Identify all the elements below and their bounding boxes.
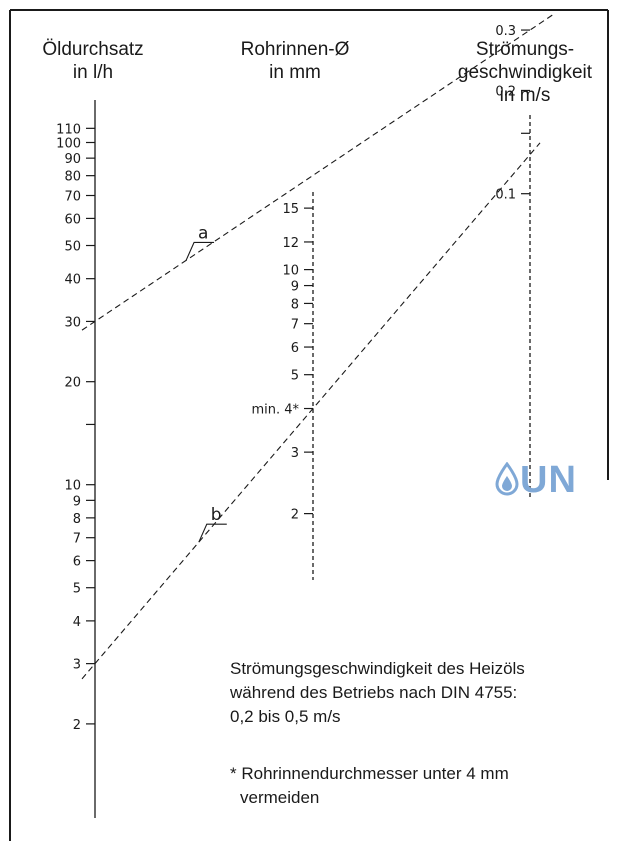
oil-flow-tick-label: 110 <box>56 122 81 137</box>
example-line-a <box>81 12 556 331</box>
pipe-diameter-tick-label: 9 <box>291 280 299 295</box>
header-oil-flow-line1: Öldurchsatz <box>42 39 144 60</box>
oil-flow-tick-label: 40 <box>64 273 81 288</box>
example-label-text: b <box>211 505 222 525</box>
pipe-diameter-tick-label: 12 <box>282 236 299 251</box>
watermark-text: UN <box>520 459 577 501</box>
header-oil-flow: Öldurchsatz in l/h <box>28 38 158 84</box>
pipe-diameter-tick-label: 8 <box>291 297 299 312</box>
leader-hook <box>185 241 215 261</box>
oil-flow-tick-label: 60 <box>64 212 81 227</box>
pipe-diameter-tick-label: 15 <box>282 202 299 217</box>
oil-flow-tick-label: 50 <box>64 240 81 255</box>
example-line-b <box>81 142 541 680</box>
pipe-diameter-tick-label: 5 <box>291 369 299 384</box>
oil-flow-tick-label: 2 <box>73 718 81 733</box>
pipe-diameter-tick-label: 6 <box>291 341 299 356</box>
watermark-logo: UN <box>494 459 577 502</box>
oil-flow-tick-label: 30 <box>64 315 81 330</box>
pipe-diameter-tick-label: 2 <box>291 508 299 523</box>
flow-velocity-scale: 0.10.20.30.40.5 <box>495 24 531 500</box>
oil-flow-tick-label: 9 <box>73 494 81 509</box>
example-label-text: a <box>198 223 208 243</box>
oil-flow-tick-label: 7 <box>73 532 81 547</box>
flow-velocity-tick-label: 0.2 <box>495 84 516 99</box>
header-pipe-diameter: Rohrinnen-Ø in mm <box>225 38 365 84</box>
pipe-diameter-tick-label: 10 <box>282 264 299 279</box>
header-flow-velocity-line1: Strömungs- <box>475 39 575 60</box>
footnote-line2: vermeiden <box>240 788 320 807</box>
oil-flow-tick-label: 4 <box>73 615 81 630</box>
oil-flow-tick-label: 8 <box>73 512 81 527</box>
footnote: * Rohrinnendurchmesser unter 4 mm vermei… <box>230 762 600 810</box>
example-line-b-label: b <box>198 505 227 543</box>
oil-flow-tick-label: 100 <box>56 137 81 152</box>
pipe-diameter-tick-label: 7 <box>291 318 299 333</box>
pipe-diameter-tick-label: 3 <box>291 446 299 461</box>
leader-hook <box>198 523 227 543</box>
oil-flow-tick-label: 5 <box>73 582 81 597</box>
flow-velocity-tick-label: 0.1 <box>495 188 516 203</box>
example-line-a-label: a <box>185 223 215 261</box>
oil-flow-tick-label: 70 <box>64 190 81 205</box>
velocity-note: Strömungsgeschwindigkeit des Heizöls wäh… <box>230 657 600 729</box>
velocity-note-line1: Strömungsgeschwindigkeit des Heizöls <box>230 659 525 678</box>
oil-flow-tick-label: 10 <box>64 479 81 494</box>
pipe-diameter-tick-label: min. 4* <box>251 403 299 418</box>
header-flow-velocity-line3: in m/s <box>499 85 551 106</box>
header-oil-flow-line2: in l/h <box>72 62 114 83</box>
velocity-note-line2: während des Betriebs nach DIN 4755: <box>230 683 518 702</box>
header-pipe-diameter-line2: in mm <box>269 62 321 83</box>
header-flow-velocity-line2: geschwindigkeit <box>457 62 593 83</box>
flow-velocity-tick-label: 0.3 <box>495 24 516 39</box>
oil-flow-tick-label: 6 <box>73 555 81 570</box>
oil-flow-tick-label: 90 <box>64 152 81 167</box>
water-drop-icon <box>495 461 519 496</box>
oil-flow-tick-label: 3 <box>73 658 81 673</box>
footnote-line1: * Rohrinnendurchmesser unter 4 mm <box>230 764 509 783</box>
oil-flow-tick-label: 20 <box>64 376 81 391</box>
oil-flow-tick-label: 80 <box>64 170 81 185</box>
header-pipe-diameter-line1: Rohrinnen-Ø <box>240 39 350 60</box>
pipe-diameter-scale: 15 12 109 8 7 6 5 min. 4* 3 2 <box>251 192 314 580</box>
header-flow-velocity: Strömungs- geschwindigkeit in m/s <box>440 38 610 107</box>
velocity-note-line3: 0,2 bis 0,5 m/s <box>230 707 341 726</box>
